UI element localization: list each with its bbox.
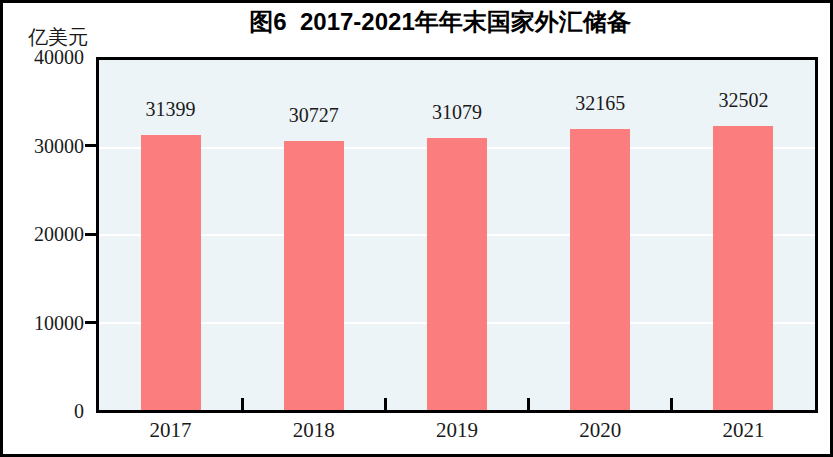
x-axis-label-2020: 2020 (579, 418, 621, 443)
y-axis-tick-mark (85, 321, 96, 324)
y-axis-tick-label-20000: 20000 (34, 223, 84, 246)
x-axis-tick (527, 398, 530, 410)
y-axis-tick-label-10000: 10000 (34, 311, 84, 334)
x-axis-label-2018: 2018 (293, 418, 335, 443)
y-axis-tick-label-40000: 40000 (34, 46, 84, 69)
bar-value-label-2020: 32165 (575, 92, 625, 115)
x-axis-label-2019: 2019 (436, 418, 478, 443)
figure: 图6 2017-2021年年末国家外汇储备 亿美元 31399307273107… (0, 0, 833, 457)
x-axis-label-2017: 2017 (150, 418, 192, 443)
bar-2018 (284, 141, 344, 410)
chart-title: 图6 2017-2021年年末国家外汇储备 (249, 6, 630, 38)
y-axis-tick-mark (85, 233, 96, 236)
bar-value-label-2019: 31079 (432, 101, 482, 124)
x-axis-tick (241, 398, 244, 410)
x-axis-label-2021: 2021 (722, 418, 764, 443)
plot-area: 31399 30727 31079 32165 32502 (96, 57, 818, 413)
y-axis-tick-mark (85, 144, 96, 147)
bar-2017 (141, 135, 201, 410)
bar-2019 (427, 138, 487, 410)
bar-value-label-2021: 32502 (718, 89, 768, 112)
x-axis-tick (670, 398, 673, 410)
bar-2020 (570, 129, 630, 410)
bar-value-label-2018: 30727 (289, 104, 339, 127)
bar-value-label-2017: 31399 (146, 98, 196, 121)
y-axis-tick-label-30000: 30000 (34, 134, 84, 157)
y-axis-tick-label-0: 0 (74, 400, 84, 423)
bar-2021 (713, 126, 773, 410)
x-axis-tick (384, 398, 387, 410)
